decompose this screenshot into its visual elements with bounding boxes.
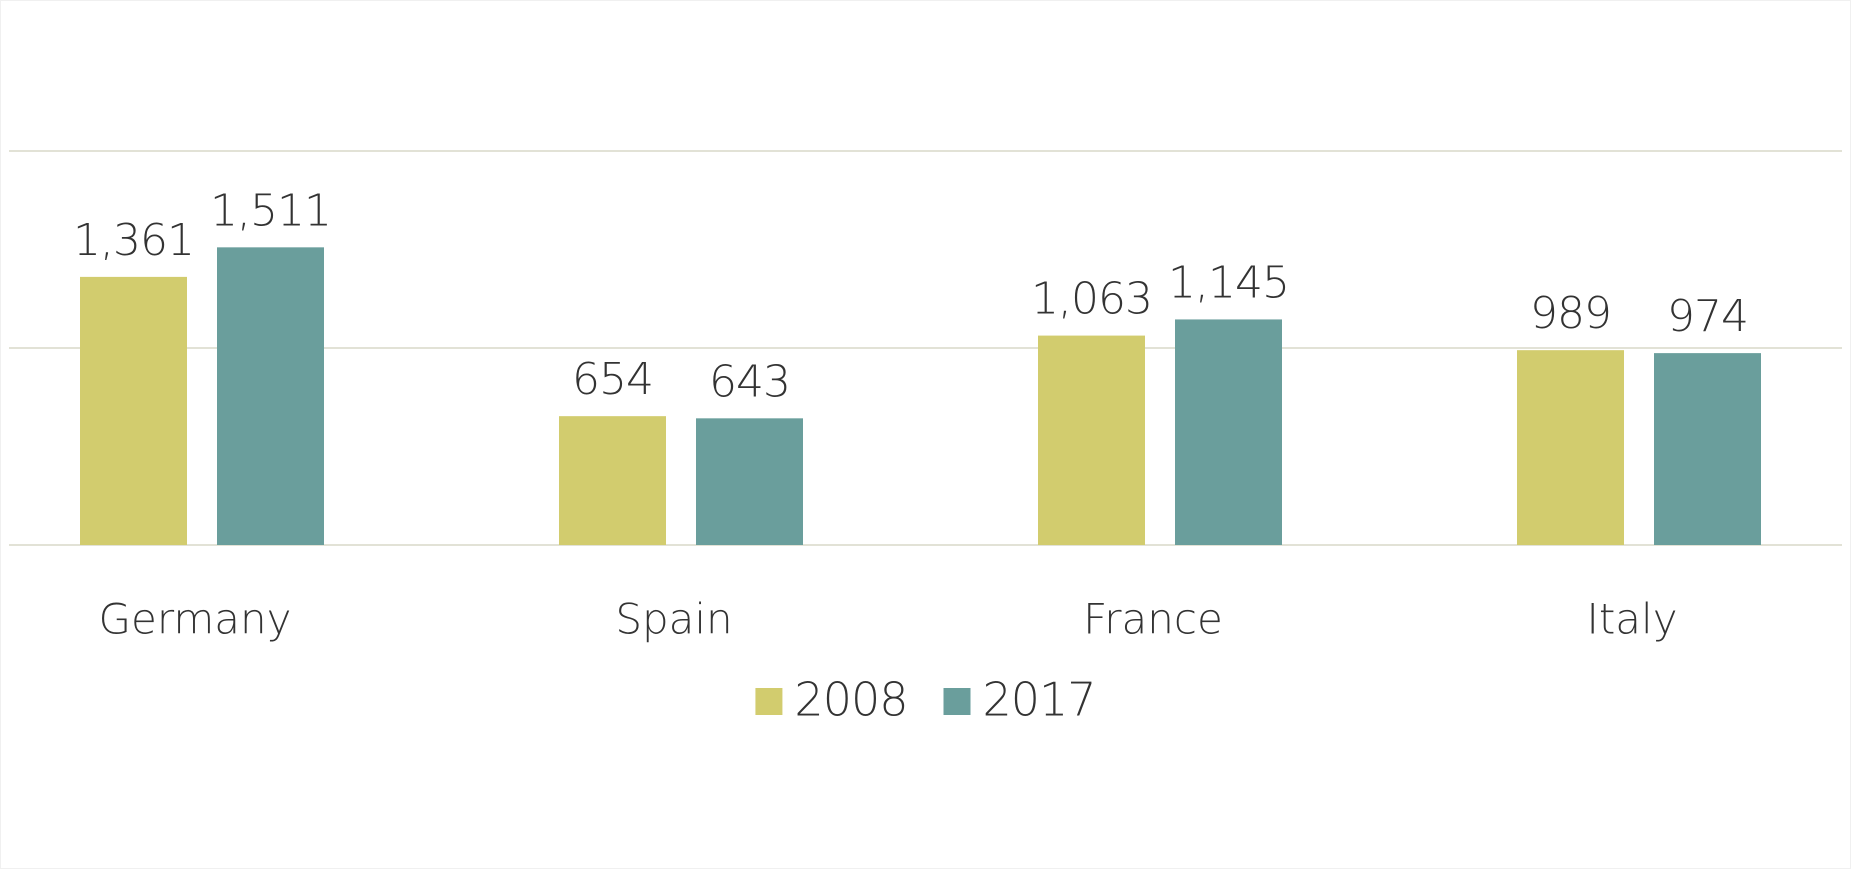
- data-label: 643: [709, 356, 790, 407]
- x-tick-label: Germany: [98, 595, 291, 644]
- bar: [559, 416, 666, 545]
- legend-swatch: [755, 688, 783, 715]
- data-label: 974: [1667, 291, 1748, 342]
- bar: [1517, 350, 1624, 545]
- data-label: 654: [572, 354, 653, 405]
- data-label: 1,145: [1168, 257, 1289, 308]
- bar: [217, 247, 324, 545]
- data-label: 1,063: [1031, 274, 1152, 325]
- bar: [696, 418, 803, 545]
- x-tick-label: Italy: [1586, 595, 1677, 644]
- bar: [1175, 319, 1282, 545]
- bar: [1038, 335, 1145, 545]
- legend-label: 2008: [794, 673, 907, 727]
- data-label: 1,361: [73, 215, 194, 266]
- data-label: 1,511: [210, 185, 331, 236]
- data-label: 989: [1530, 288, 1611, 339]
- x-tick-label: Spain: [615, 595, 732, 644]
- x-tick-label: France: [1083, 595, 1223, 644]
- bar: [1654, 353, 1761, 545]
- legend-label: 2017: [983, 673, 1096, 727]
- legend-swatch: [943, 688, 971, 715]
- bar: [80, 276, 187, 545]
